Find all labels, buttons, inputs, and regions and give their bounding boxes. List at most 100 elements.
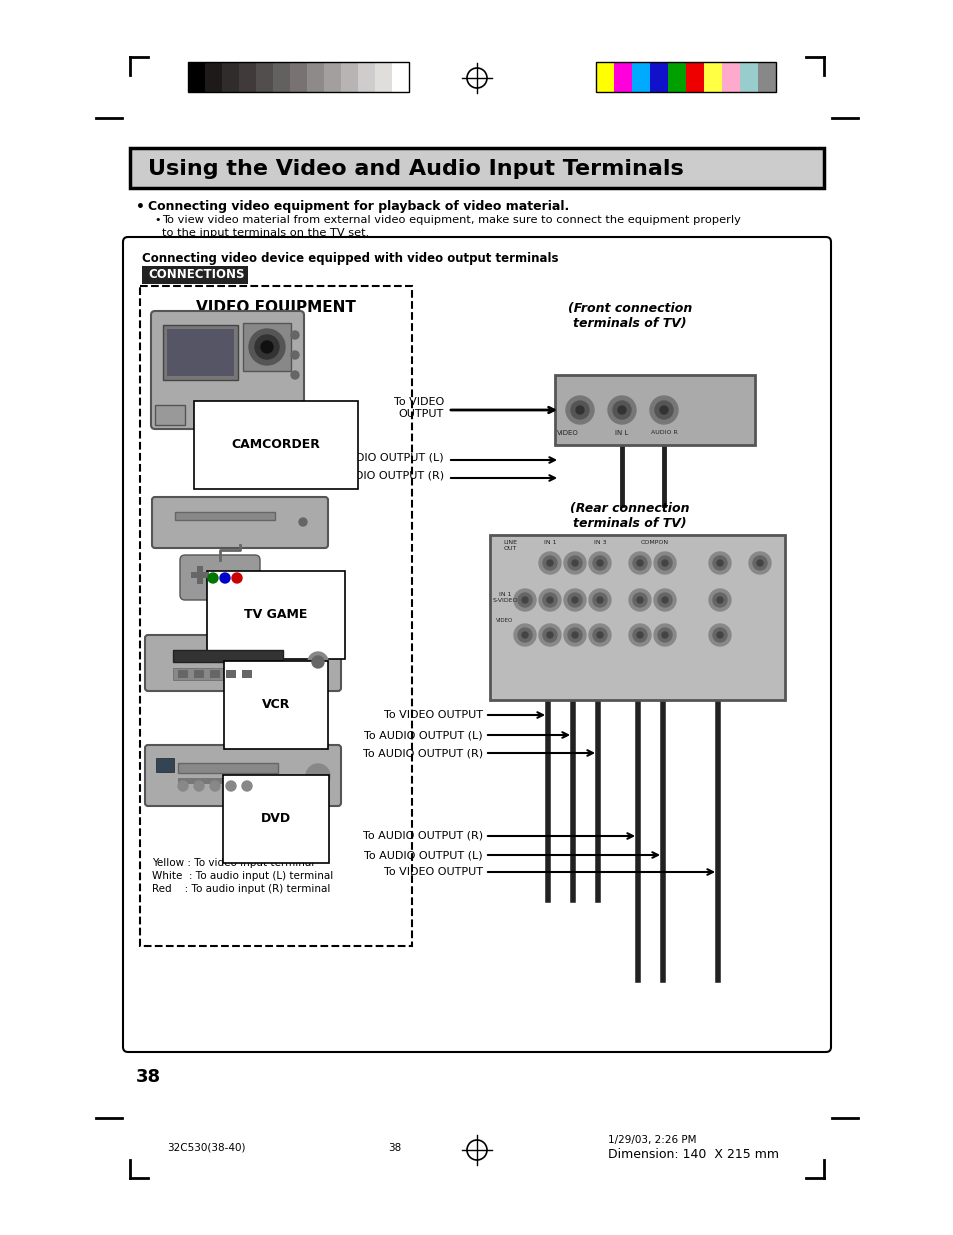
Bar xyxy=(205,62,222,91)
Bar xyxy=(193,671,204,678)
Text: To view video material from external video equipment, make sure to connect the e: To view video material from external vid… xyxy=(162,215,740,225)
Circle shape xyxy=(658,593,671,606)
Circle shape xyxy=(649,396,678,424)
Bar xyxy=(596,62,614,91)
Circle shape xyxy=(514,589,536,611)
Circle shape xyxy=(210,781,220,790)
Bar xyxy=(172,650,283,662)
Circle shape xyxy=(717,597,722,603)
Bar xyxy=(614,62,631,91)
Bar xyxy=(196,566,203,584)
Circle shape xyxy=(717,559,722,566)
Bar xyxy=(178,671,188,678)
Text: (Front connection
terminals of TV): (Front connection terminals of TV) xyxy=(567,303,691,330)
Bar xyxy=(273,62,290,91)
Circle shape xyxy=(637,559,642,566)
Bar xyxy=(178,763,277,773)
Circle shape xyxy=(628,589,650,611)
Text: 38: 38 xyxy=(388,1144,401,1153)
Text: 1/29/03, 2:26 PM: 1/29/03, 2:26 PM xyxy=(607,1135,696,1145)
Circle shape xyxy=(593,629,606,642)
Text: TV GAME: TV GAME xyxy=(244,608,308,621)
Text: VIDEO EQUIPMENT: VIDEO EQUIPMENT xyxy=(196,300,355,315)
Bar xyxy=(555,375,754,445)
Text: Red    : To audio input (R) terminal: Red : To audio input (R) terminal xyxy=(152,884,330,894)
Circle shape xyxy=(588,624,610,646)
Circle shape xyxy=(538,552,560,574)
Circle shape xyxy=(661,559,667,566)
Circle shape xyxy=(208,573,218,583)
Circle shape xyxy=(712,593,726,606)
Circle shape xyxy=(542,556,557,571)
Text: Connecting video equipment for playback of video material.: Connecting video equipment for playback … xyxy=(148,200,569,212)
Bar xyxy=(703,62,721,91)
Text: CAMCORDER: CAMCORDER xyxy=(232,438,320,451)
Text: •: • xyxy=(136,200,145,214)
Text: IN 1
S-VIDEO: IN 1 S-VIDEO xyxy=(492,592,517,603)
Circle shape xyxy=(563,589,585,611)
Text: Dimension: 140  X 215 mm: Dimension: 140 X 215 mm xyxy=(607,1147,779,1161)
Bar xyxy=(178,778,277,784)
Bar xyxy=(324,62,340,91)
Circle shape xyxy=(567,629,581,642)
Text: To AUDIO OUTPUT (R): To AUDIO OUTPUT (R) xyxy=(362,831,482,841)
Text: 38: 38 xyxy=(136,1068,161,1086)
Circle shape xyxy=(298,517,307,526)
Circle shape xyxy=(242,781,252,790)
Bar xyxy=(140,287,412,946)
Circle shape xyxy=(572,597,578,603)
Bar xyxy=(156,758,173,772)
Circle shape xyxy=(661,597,667,603)
Bar xyxy=(130,148,823,188)
Circle shape xyxy=(633,593,646,606)
Text: IN 3: IN 3 xyxy=(593,540,606,545)
Circle shape xyxy=(521,597,527,603)
FancyBboxPatch shape xyxy=(145,635,340,692)
Circle shape xyxy=(254,335,278,359)
Circle shape xyxy=(654,624,676,646)
Circle shape xyxy=(654,552,676,574)
Bar xyxy=(340,62,357,91)
Circle shape xyxy=(178,781,188,790)
Bar xyxy=(242,671,252,678)
Bar xyxy=(649,62,667,91)
Text: To VIDEO
OUTPUT: To VIDEO OUTPUT xyxy=(394,396,443,419)
Circle shape xyxy=(588,552,610,574)
Circle shape xyxy=(752,556,766,571)
Circle shape xyxy=(220,573,230,583)
Text: Yellow : To video input terminal: Yellow : To video input terminal xyxy=(152,858,314,868)
Bar xyxy=(154,405,185,425)
Circle shape xyxy=(232,573,242,583)
Bar xyxy=(685,62,703,91)
Circle shape xyxy=(538,624,560,646)
Circle shape xyxy=(661,632,667,638)
Circle shape xyxy=(708,552,730,574)
Bar xyxy=(667,62,685,91)
Circle shape xyxy=(597,632,602,638)
Text: LINE
OUT: LINE OUT xyxy=(502,540,517,551)
Bar xyxy=(174,513,274,520)
Bar xyxy=(163,325,237,380)
Circle shape xyxy=(593,556,606,571)
Circle shape xyxy=(291,370,298,379)
Text: Using the Video and Audio Input Terminals: Using the Video and Audio Input Terminal… xyxy=(148,159,683,179)
Circle shape xyxy=(521,632,527,638)
Bar xyxy=(290,62,307,91)
Text: Connecting video device equipped with video output terminals: Connecting video device equipped with vi… xyxy=(142,252,558,266)
Circle shape xyxy=(628,624,650,646)
Bar xyxy=(188,62,205,91)
Circle shape xyxy=(658,629,671,642)
Circle shape xyxy=(542,593,557,606)
FancyBboxPatch shape xyxy=(123,237,830,1052)
Circle shape xyxy=(637,632,642,638)
Text: IN L: IN L xyxy=(615,430,628,436)
Circle shape xyxy=(517,629,532,642)
Circle shape xyxy=(757,559,762,566)
Circle shape xyxy=(655,401,672,419)
FancyBboxPatch shape xyxy=(152,496,328,548)
Text: •: • xyxy=(153,215,160,225)
Text: COMPON: COMPON xyxy=(640,540,668,545)
Bar xyxy=(631,62,649,91)
Bar xyxy=(740,62,758,91)
Bar xyxy=(172,668,283,680)
